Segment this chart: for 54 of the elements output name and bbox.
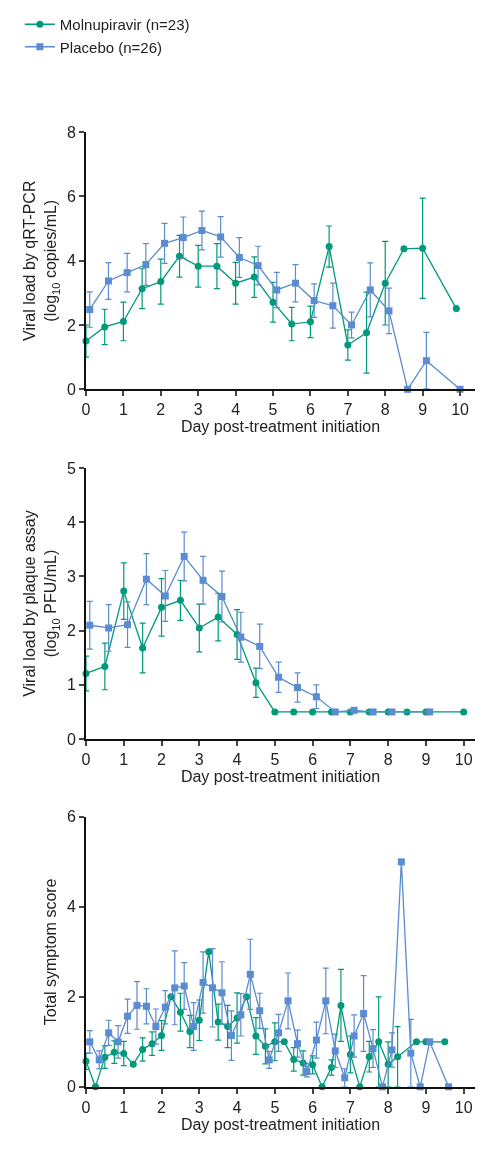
x-tick-label: 2 — [157, 751, 167, 769]
legend-label: Molnupiravir (n=23) — [59, 16, 190, 34]
x-tick-label: 7 — [345, 1099, 355, 1117]
x-tick-label: 9 — [418, 401, 428, 419]
x-tick-label: 0 — [81, 401, 91, 419]
y-tick-label: 5 — [66, 459, 76, 477]
y-tick-label: 0 — [66, 730, 76, 748]
y-tick-label: 3 — [66, 568, 76, 586]
y-tick-label: 6 — [66, 188, 76, 206]
x-tick-label: 10 — [454, 1099, 473, 1117]
y-tick-label: 4 — [66, 252, 76, 270]
x-axis-title: Day post-treatment initiation — [180, 768, 381, 786]
x-tick-label: 8 — [383, 751, 393, 769]
y-tick-label: 1 — [66, 676, 76, 694]
y-axis-title: Total symptom score — [42, 878, 60, 1026]
x-tick-label: 2 — [156, 401, 166, 419]
x-tick-label: 4 — [231, 401, 241, 419]
x-tick-label: 0 — [81, 1099, 91, 1117]
y-tick-label: 0 — [66, 1078, 76, 1096]
x-tick-label: 7 — [345, 751, 355, 769]
x-tick-label: 9 — [421, 751, 431, 769]
y-tick-label: 2 — [66, 316, 76, 334]
y-tick-label: 2 — [66, 988, 76, 1006]
y-tick-label: 6 — [66, 808, 76, 826]
x-tick-label: 1 — [119, 1099, 129, 1117]
x-axis-title: Day post-treatment initiation — [180, 418, 381, 436]
y-tick-label: 0 — [66, 380, 76, 398]
y-tick-label: 8 — [66, 123, 76, 141]
x-tick-label: 0 — [81, 751, 91, 769]
x-tick-label: 4 — [232, 751, 242, 769]
x-tick-label: 6 — [308, 1099, 318, 1117]
x-tick-label: 7 — [343, 401, 353, 419]
x-tick-label: 5 — [270, 1099, 280, 1117]
x-tick-label: 2 — [157, 1099, 167, 1117]
x-tick-label: 1 — [118, 401, 128, 419]
x-tick-label: 6 — [305, 401, 315, 419]
legend-label: Placebo (n=26) — [59, 38, 163, 56]
x-tick-label: 4 — [232, 1099, 242, 1117]
y-tick-label: 4 — [66, 898, 76, 916]
x-tick-label: 10 — [451, 401, 470, 419]
y-tick-label: 4 — [66, 513, 76, 531]
y-tick-label: 2 — [66, 622, 76, 640]
x-axis-title: Day post-treatment initiation — [180, 1116, 381, 1134]
x-tick-label: 9 — [421, 1099, 431, 1117]
x-tick-label: 8 — [380, 401, 390, 419]
x-tick-label: 3 — [194, 751, 204, 769]
x-tick-label: 8 — [383, 1099, 393, 1117]
x-tick-label: 6 — [308, 751, 318, 769]
x-tick-label: 10 — [454, 751, 473, 769]
x-tick-label: 5 — [270, 751, 280, 769]
x-tick-label: 3 — [193, 401, 203, 419]
x-tick-label: 1 — [119, 751, 129, 769]
x-tick-label: 5 — [268, 401, 278, 419]
x-tick-label: 3 — [194, 1099, 204, 1117]
